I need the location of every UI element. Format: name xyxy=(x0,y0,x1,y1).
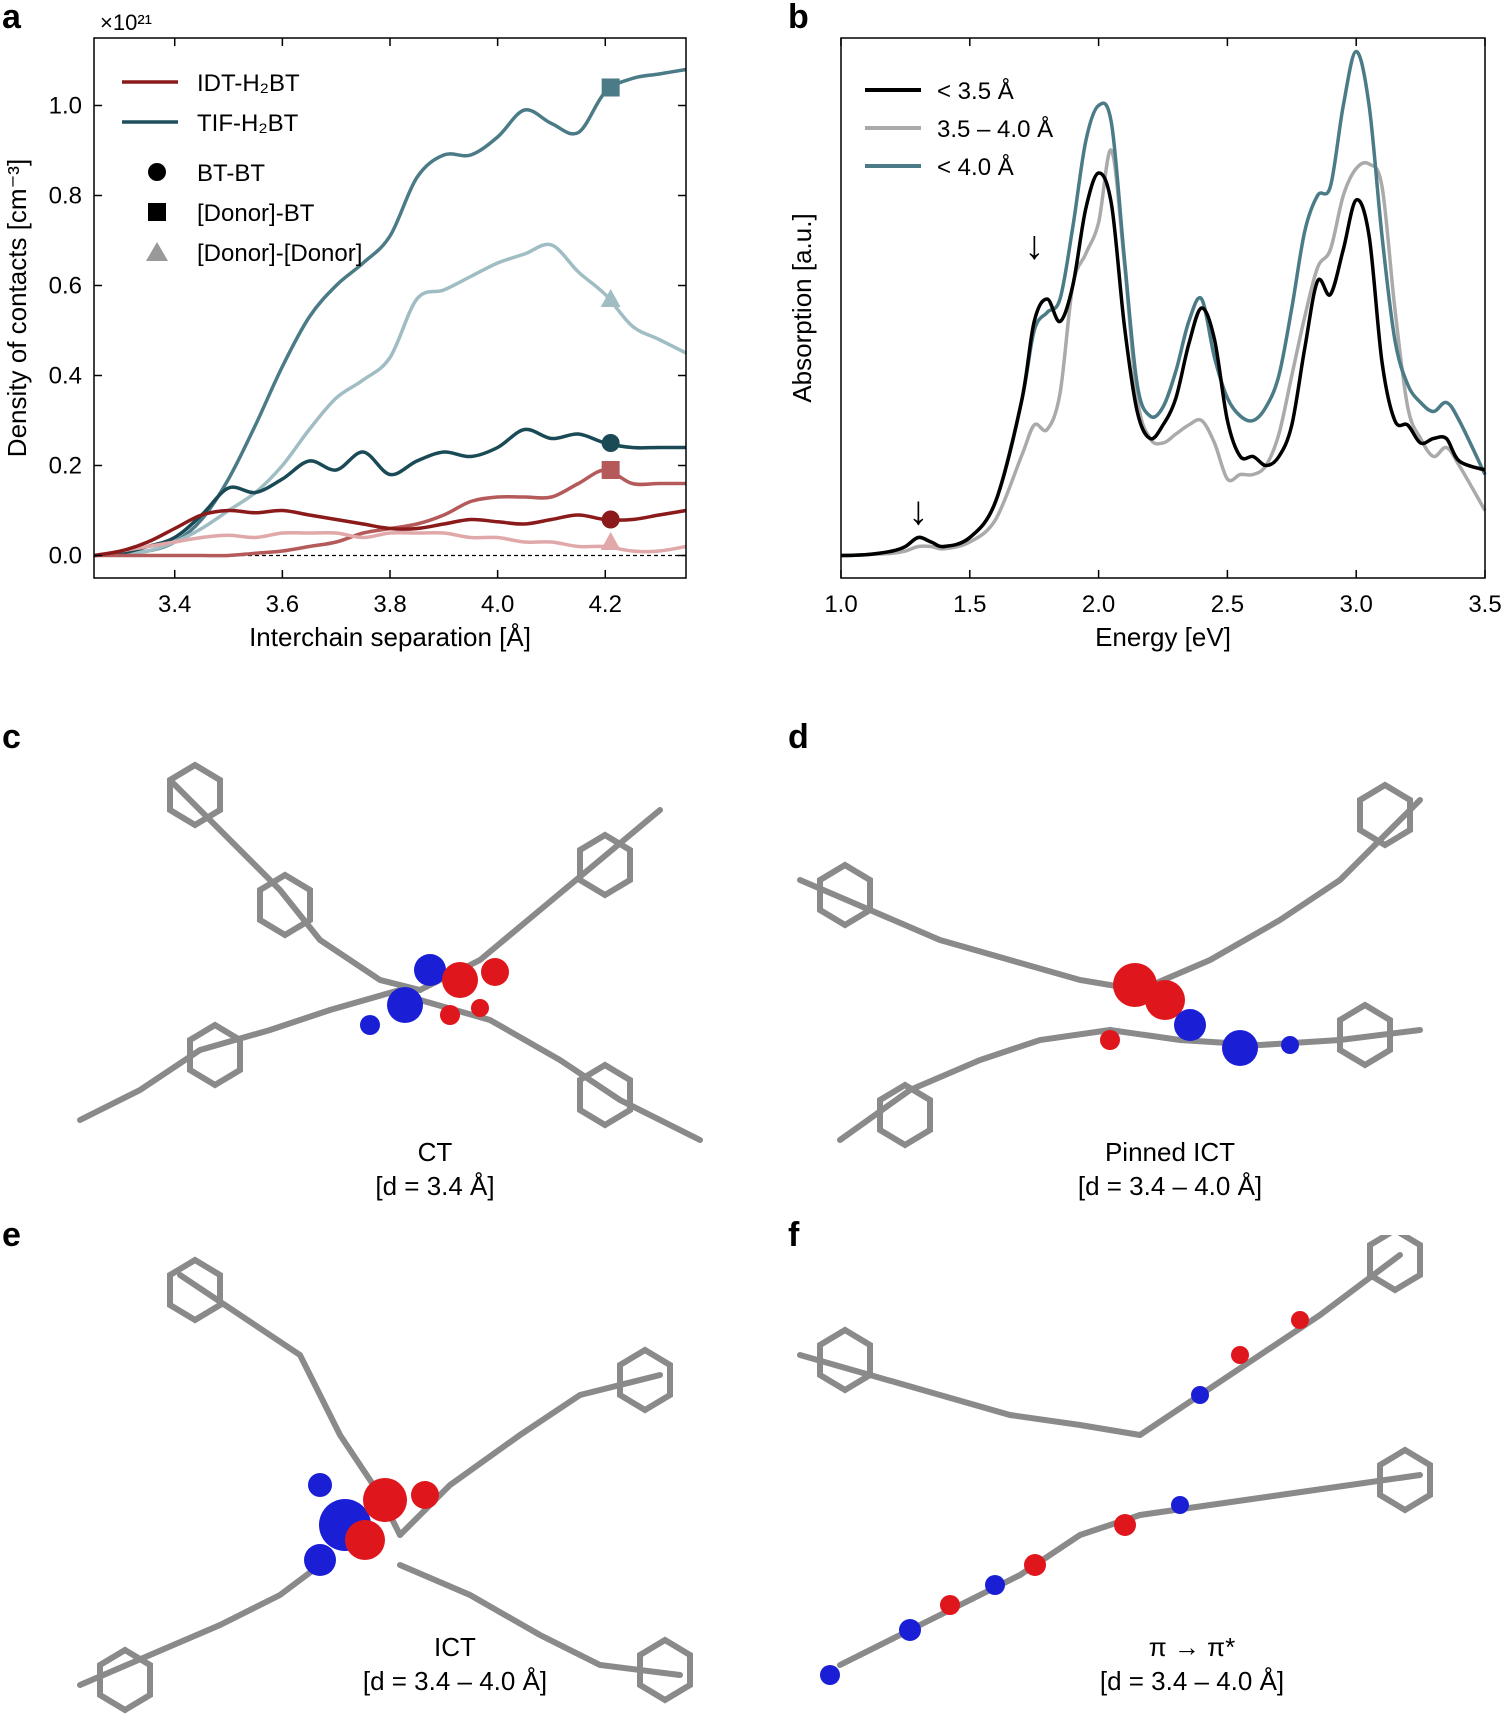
plot-frame xyxy=(93,37,687,579)
y-axis-label: Density of contacts [cm⁻³] xyxy=(2,159,32,457)
caption-c-distance: [d = 3.4 Å] xyxy=(375,1171,495,1201)
caption-c-title: CT xyxy=(417,1137,453,1167)
marker-square-0 xyxy=(601,78,620,97)
caption-f-distance: [d = 3.4 – 4.0 Å] xyxy=(1099,1666,1285,1696)
panel-label-d: d xyxy=(788,718,809,756)
y-tick-label-2: 0.4 xyxy=(49,363,82,390)
caption-f: π → π* [d = 3.4 – 4.0 Å] xyxy=(1062,1630,1322,1698)
marker-triangle-4 xyxy=(600,532,621,550)
x-tick-label-3: 2.5 xyxy=(1211,591,1244,618)
x-tick-label-2: 2.0 xyxy=(1082,591,1115,618)
caption-e: ICT [d = 3.4 – 4.0 Å] xyxy=(325,1630,585,1698)
y-tick-label-1: 0.2 xyxy=(49,453,82,480)
spectrum-line-0 xyxy=(840,171,1486,558)
caption-c: CT [d = 3.4 Å] xyxy=(345,1135,525,1203)
x-tick-label-1: 1.5 xyxy=(953,591,986,618)
chart-b: 1.0 1.5 2.0 2.5 3.0 3.5 Energy [eV] Absorption … xyxy=(787,37,1502,652)
chart-a: 3.4 3.6 3.8 4.0 4.2 0.0 0.2 0.4 0.6 0.8 1.0 Interch… xyxy=(2,10,687,652)
spectrum-line-1 xyxy=(840,148,1487,558)
series-line-2 xyxy=(93,427,686,558)
x-tick-label-5: 3.5 xyxy=(1468,591,1501,618)
caption-d-distance: [d = 3.4 – 4.0 Å] xyxy=(1077,1171,1263,1201)
y-tick-label-5: 1.0 xyxy=(49,93,82,120)
panel-label-b: b xyxy=(788,0,809,36)
x-tick-label-0: 1.0 xyxy=(824,591,857,618)
marker-circle-2 xyxy=(601,434,620,452)
marker-circle-5 xyxy=(601,510,620,529)
panel-label-e: e xyxy=(2,1216,21,1254)
legend-label-0: < 3.5 Å xyxy=(937,77,1014,105)
marker-square-3 xyxy=(601,461,620,479)
x-tick-label-1: 3.6 xyxy=(266,591,299,618)
legend-marker-label-2: [Donor]-[Donor] xyxy=(197,240,362,267)
x-tick-label-0: 3.4 xyxy=(158,591,191,618)
molecule-f xyxy=(797,1235,1433,1685)
caption-e-distance: [d = 3.4 – 4.0 Å] xyxy=(362,1666,548,1696)
x-tick-label-3: 4.0 xyxy=(481,591,514,618)
panel-label-c: c xyxy=(2,718,21,756)
y-tick-label-4: 0.8 xyxy=(49,183,82,210)
series-line-5 xyxy=(93,508,687,558)
molecule-c xyxy=(77,761,703,1143)
caption-f-title: π → π* xyxy=(1148,1632,1236,1662)
legend-label-2: < 4.0 Å xyxy=(937,153,1014,181)
series-line-1 xyxy=(93,242,687,558)
series-line-4 xyxy=(93,530,687,558)
molecule-e xyxy=(77,1256,693,1714)
x-axis-label: Energy [eV] xyxy=(1095,622,1231,652)
legend-marker-label-1: [Donor]-BT xyxy=(197,200,315,227)
x-tick-label-4: 3.0 xyxy=(1340,591,1373,618)
caption-e-title: ICT xyxy=(434,1632,476,1662)
legend-marker-triangle xyxy=(146,242,168,261)
arrow-annotation-1: ↓ xyxy=(1024,224,1044,268)
legend-marker-square xyxy=(148,203,166,221)
y-axis-label: Absorption [a.u.] xyxy=(787,213,817,402)
series-line-0 xyxy=(93,67,687,558)
y-multiplier: ×10²¹ xyxy=(100,10,152,35)
x-tick-label-2: 3.8 xyxy=(373,591,406,618)
x-axis-label: Interchain separation [Å] xyxy=(249,622,531,652)
y-tick-label-0: 0.0 xyxy=(49,543,82,570)
legend-line-label-1: TIF-H₂BT xyxy=(197,110,299,137)
series-line-3 xyxy=(94,468,686,558)
panel-label-f: f xyxy=(788,1216,800,1254)
caption-d-title: Pinned ICT xyxy=(1104,1137,1236,1167)
legend-marker-circle xyxy=(148,163,166,181)
arrow-annotation-0: ↓ xyxy=(908,489,928,533)
marker-triangle-1 xyxy=(600,289,621,307)
y-tick-label-3: 0.6 xyxy=(49,273,82,300)
legend-label-1: 3.5 – 4.0 Å xyxy=(937,115,1053,143)
legend-marker-label-0: BT-BT xyxy=(197,160,265,187)
molecule-d xyxy=(797,781,1423,1149)
panel-label-a: a xyxy=(2,0,21,36)
caption-d: Pinned ICT [d = 3.4 – 4.0 Å] xyxy=(1040,1135,1300,1203)
x-tick-label-4: 4.2 xyxy=(589,591,622,618)
plot-frame xyxy=(840,37,1486,579)
legend-line-label-0: IDT-H₂BT xyxy=(197,70,300,97)
